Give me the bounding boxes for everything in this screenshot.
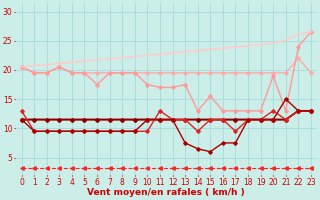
X-axis label: Vent moyen/en rafales ( km/h ): Vent moyen/en rafales ( km/h ) [87, 188, 245, 197]
